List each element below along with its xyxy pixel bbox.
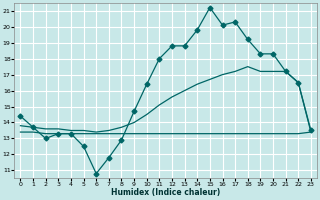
X-axis label: Humidex (Indice chaleur): Humidex (Indice chaleur) xyxy=(111,188,220,197)
